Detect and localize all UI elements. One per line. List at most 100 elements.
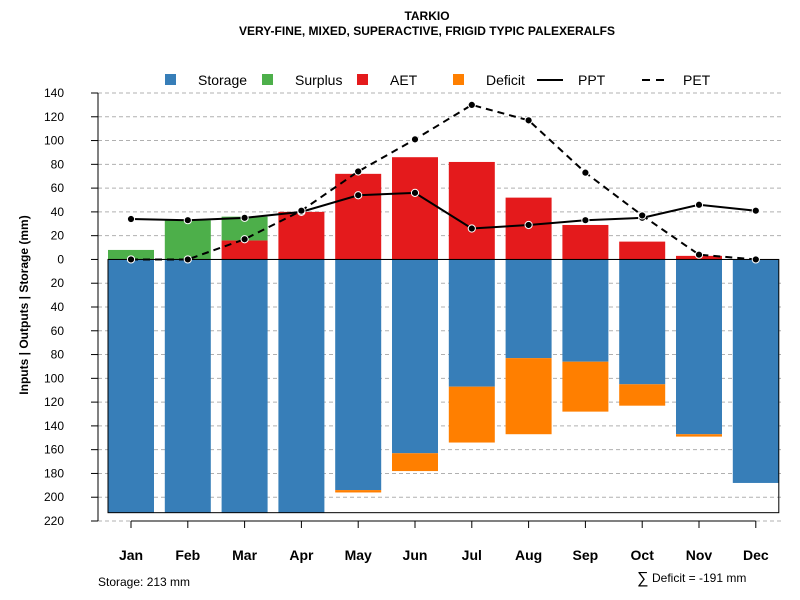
point-pet [183,255,192,264]
bar-deficit [335,490,382,493]
x-tick-label: Oct [631,547,655,563]
bar-deficit [676,434,722,437]
point-ppt [467,224,476,233]
bar-storage [732,259,779,483]
point-pet [410,135,420,144]
bar-storage [505,259,552,359]
bar-aet [335,173,382,260]
y-tick-label: 140 [44,419,64,433]
y-tick-label: 140 [44,86,64,100]
point-ppt [410,188,420,197]
storage-annotation: Storage: 213 mm [98,575,190,589]
x-tick-label: Dec [743,547,769,563]
bar-storage [221,259,268,513]
tick-labels: 1401201008060402002040608010012014016018… [44,86,769,563]
bar-aet [392,157,438,260]
y-tick-label: 60 [51,324,65,338]
bar-deficit [392,453,438,472]
bar-storage [335,259,382,491]
y-tick-label: 120 [44,110,64,124]
y-tick-label: 180 [44,466,64,480]
bar-storage [108,259,154,513]
point-ppt [751,206,760,215]
y-tick-label: 120 [44,395,64,409]
bar-storage [562,259,609,362]
bar-aet [221,240,268,260]
point-ppt [581,216,590,225]
chart-subtitle: VERY-FINE, MIXED, SUPERACTIVE, FRIGID TY… [239,24,615,38]
legend-label-pet: PET [683,72,711,88]
x-tick-label: May [345,547,372,563]
point-ppt [183,216,192,225]
y-tick-label: 40 [51,300,65,314]
legend-label-deficit: Deficit [486,72,525,88]
bar-aet [562,224,609,260]
chart-title: TARKIO [404,9,449,23]
x-tick-label: Jun [403,547,428,563]
point-pet [638,211,647,220]
bar-aet [278,211,325,260]
bar-surplus [164,220,211,260]
x-tick-label: Jul [462,547,482,563]
bar-storage [619,259,666,385]
line-ppt [130,191,756,230]
legend-label-storage: Storage [198,72,247,88]
point-pet [524,116,533,125]
bar-deficit [448,386,495,443]
series-lines [126,100,760,264]
point-pet [240,235,249,244]
x-tick-label: Apr [289,547,314,563]
bar-deficit [505,358,552,435]
point-ppt [524,220,533,230]
point-pet [467,100,476,109]
x-tick-label: Nov [686,547,713,563]
bar-storage [392,259,438,454]
point-pet [751,255,760,264]
x-tick-label: Jan [119,547,143,563]
x-tick-label: Feb [175,547,200,563]
legend-swatch-aet [357,74,368,85]
y-tick-label: 0 [57,252,64,266]
y-tick-label: 60 [51,181,65,195]
point-pet [694,250,704,259]
bar-deficit [619,384,666,406]
y-tick-label: 200 [44,490,64,504]
x-tick-label: Mar [232,547,257,563]
point-ppt [694,200,704,209]
y-tick-label: 100 [44,371,64,385]
bar-surplus [108,249,154,260]
bar-surplus [221,216,268,241]
x-tick-label: Sep [573,547,599,563]
y-tick-label: 80 [51,348,65,362]
bar-storage [676,259,722,435]
legend-label-ppt: PPT [578,72,606,88]
legend-swatch-storage [165,74,176,85]
point-pet [297,206,306,215]
y-axis-label: Inputs | Outputs | Storage (mm) [17,215,31,394]
legend-swatch-deficit [453,74,464,85]
bar-deficit [562,361,609,412]
deficit-annotation: Deficit = -191 mm [652,571,746,585]
point-ppt [354,191,363,200]
y-tick-label: 80 [51,157,65,171]
point-ppt [240,213,249,222]
legend-label-surplus: Surplus [295,72,342,88]
bar-storage [164,259,211,513]
bar-aet [619,241,666,260]
x-tick-label: Aug [515,547,542,563]
legend-label-aet: AET [390,72,418,88]
point-pet [581,168,590,177]
y-tick-label: 220 [44,514,64,528]
y-tick-label: 20 [51,229,65,243]
bar-storage [448,259,495,387]
axes [91,92,780,528]
point-pet [126,255,136,264]
legend-swatch-surplus [262,74,273,85]
line-pet [131,103,756,261]
y-tick-label: 20 [51,276,65,290]
y-tick-label: 100 [44,134,64,148]
y-tick-label: 40 [51,205,65,219]
point-ppt [126,214,136,224]
point-pet [354,167,363,176]
